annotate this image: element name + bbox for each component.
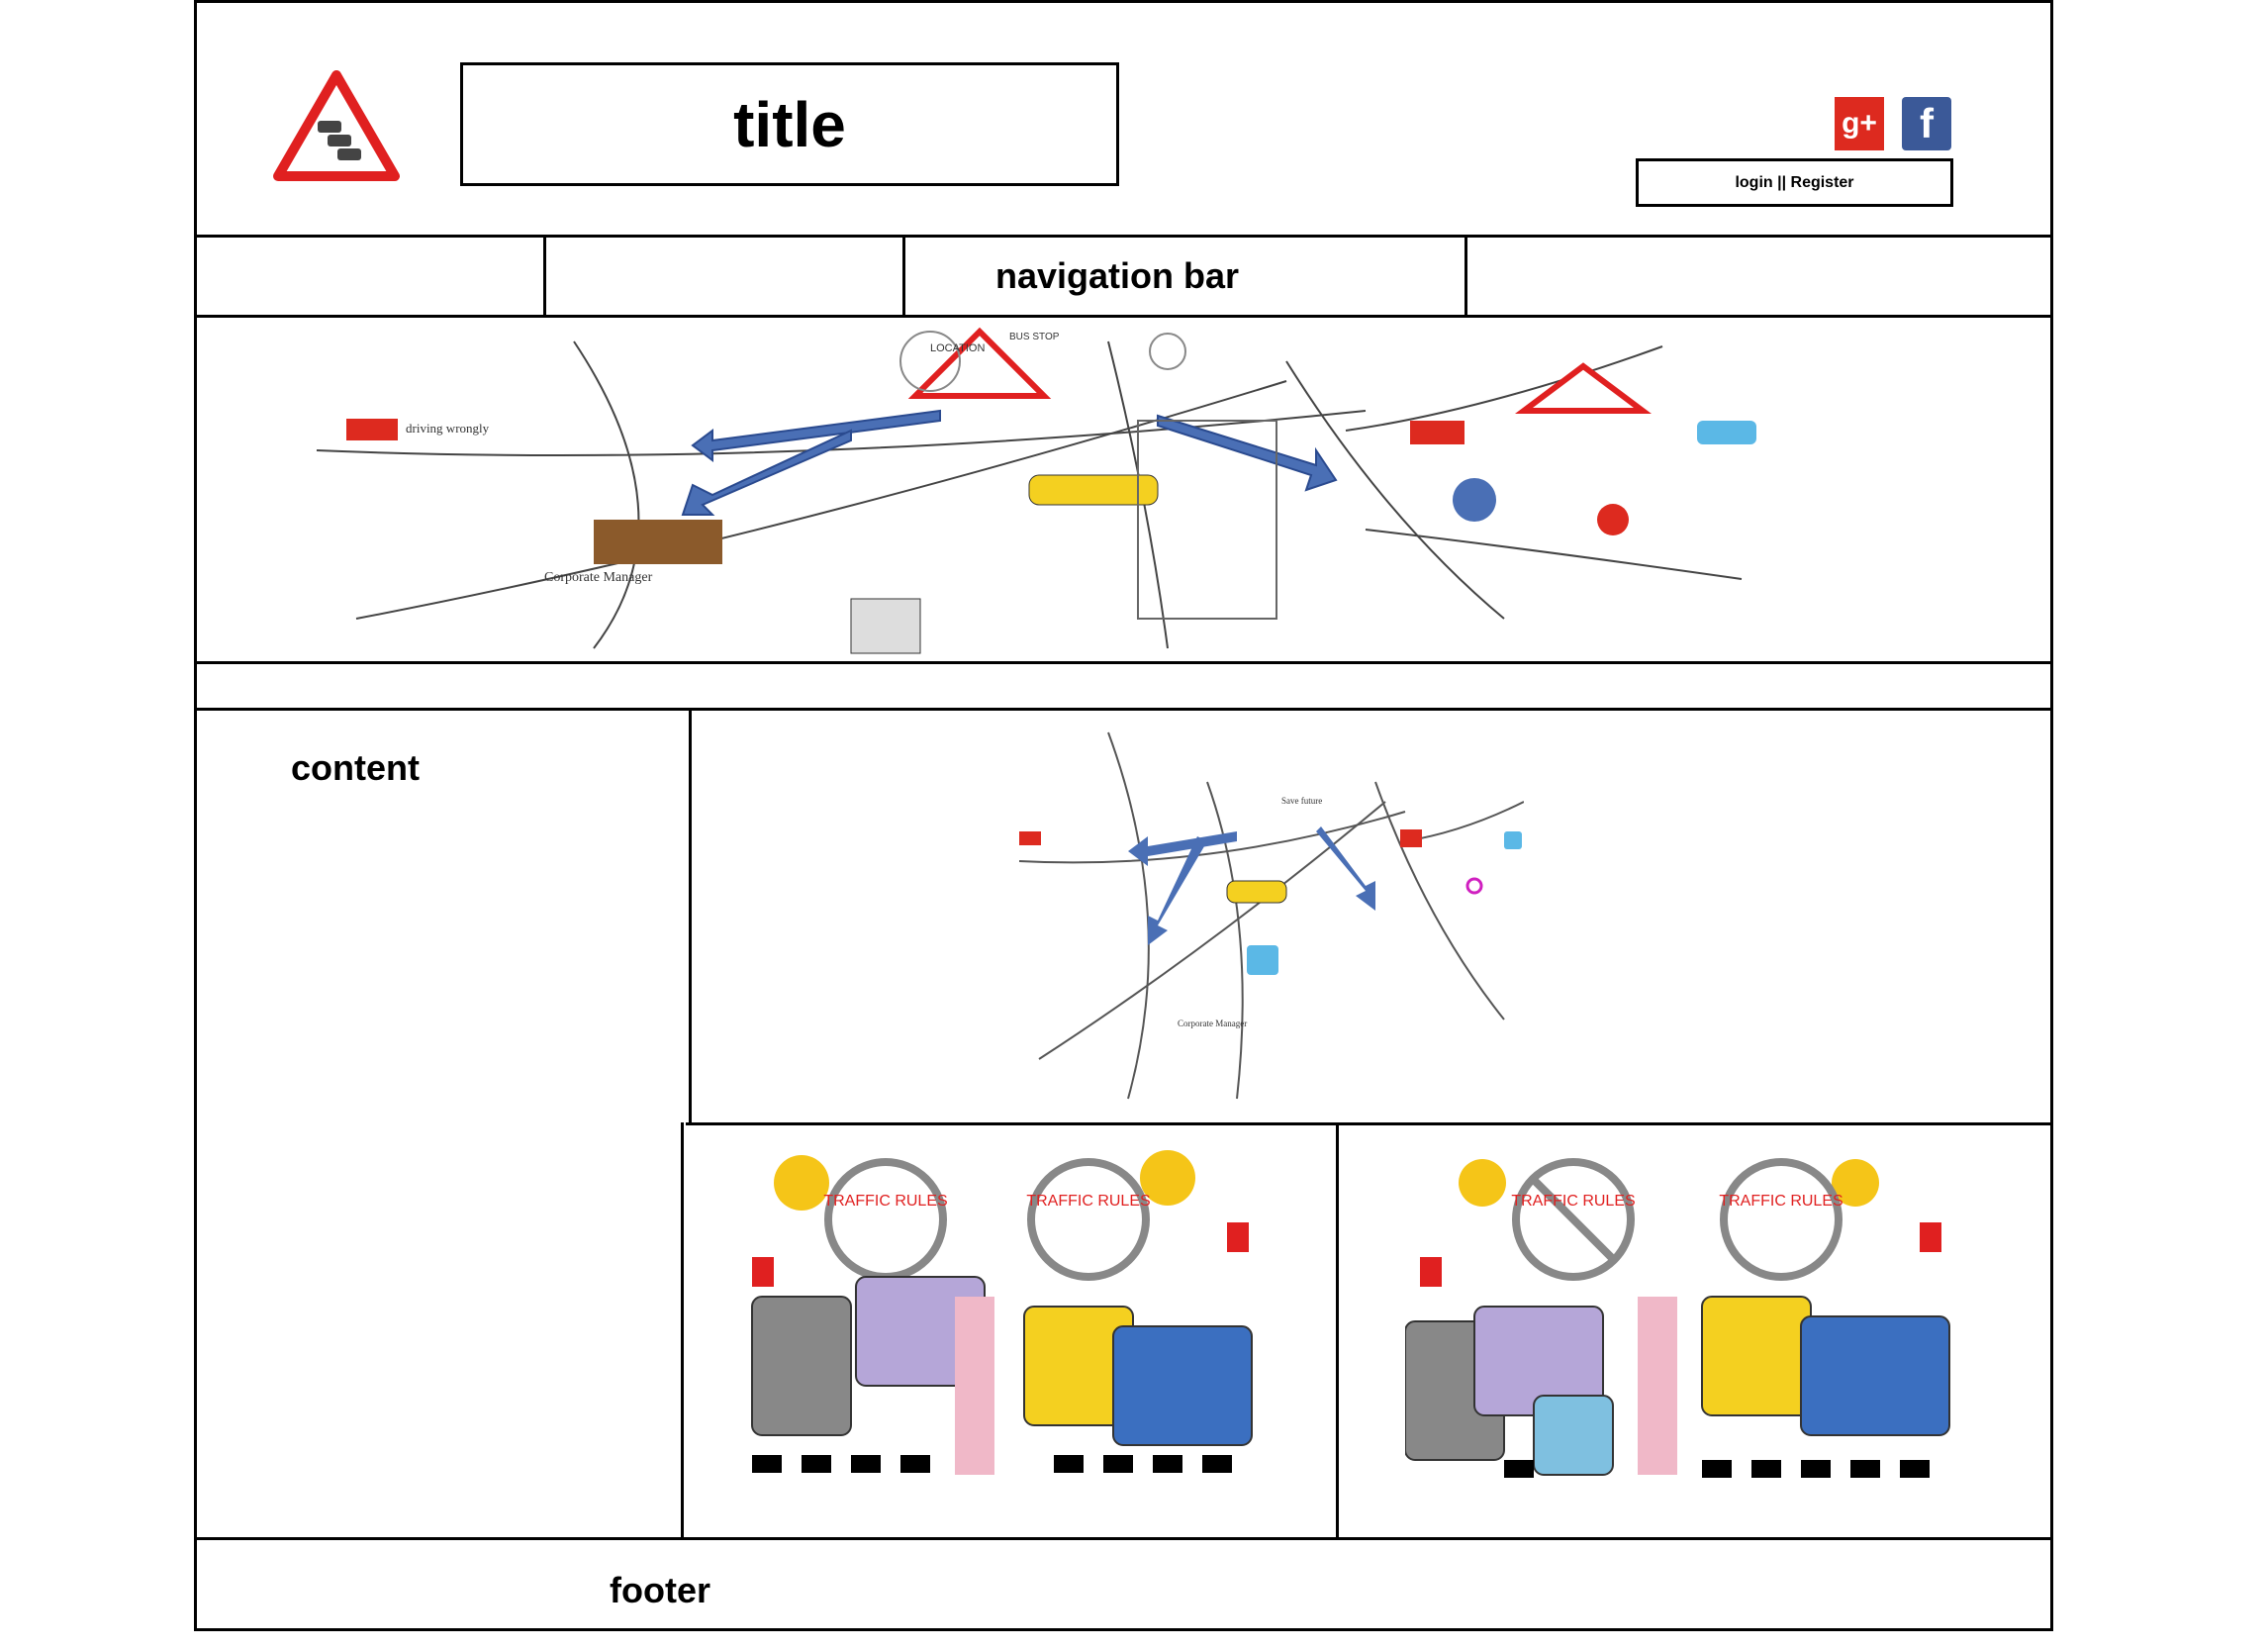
banner-driving-wrongly-text: driving wrongly	[406, 421, 490, 436]
banner-location-text: LOCATION	[930, 342, 985, 354]
nav-label: navigation bar	[995, 255, 1240, 296]
nav-item-4[interactable]	[1467, 238, 2050, 316]
web-save-future-text: Save future	[1281, 796, 1322, 806]
traffic-rules-panel-left: TRAFFIC RULES TRAFFIC RULES	[737, 1148, 1262, 1524]
google-plus-icon[interactable]: g+	[1835, 97, 1884, 150]
left-traffic-rules-text-2: TRAFFIC RULES	[1026, 1193, 1150, 1210]
banner-bus-stop-text: BUS STOP	[1009, 332, 1060, 342]
content-divider	[686, 1122, 2053, 1125]
left-traffic-rules-text-1: TRAFFIC RULES	[823, 1193, 947, 1210]
nav-divider	[194, 315, 2053, 318]
nav-separator-2	[902, 235, 905, 316]
web-corporate-manager-text: Corporate Manager	[1178, 1019, 1247, 1028]
panel-separator	[1336, 1122, 1339, 1538]
facebook-icon[interactable]: f	[1902, 97, 1951, 150]
content-label: content	[291, 747, 420, 788]
footer-divider	[194, 1537, 2053, 1540]
right-traffic-rules-text-2: TRAFFIC RULES	[1719, 1193, 1843, 1210]
page-title: title	[460, 62, 1119, 186]
traffic-warning-logo[interactable]	[272, 69, 401, 184]
banner-illustration: driving wrongly Corporate Manager LOCATI…	[297, 322, 1801, 658]
right-traffic-rules-text-1: TRAFFIC RULES	[1511, 1193, 1635, 1210]
web-illustration: Corporate Manager Save future	[1009, 723, 1524, 1118]
traffic-rules-panel-right: TRAFFIC RULES TRAFFIC RULES	[1405, 1148, 1959, 1524]
nav-item-1[interactable]	[197, 238, 543, 316]
login-register-link[interactable]: login || Register	[1636, 158, 1953, 207]
strip-divider	[194, 708, 2053, 711]
nav-separator-1	[543, 235, 546, 316]
banner-corporate-manager-text: Corporate Manager	[544, 570, 653, 585]
sidebar-separator-bottom	[681, 1122, 684, 1538]
sidebar-separator-top	[689, 708, 692, 1123]
nav-item-2[interactable]	[546, 238, 902, 316]
banner-divider	[194, 661, 2053, 664]
page-frame	[194, 0, 2053, 1631]
header-divider	[194, 235, 2053, 238]
nav-separator-3	[1465, 235, 1467, 316]
footer-label: footer	[610, 1570, 710, 1610]
